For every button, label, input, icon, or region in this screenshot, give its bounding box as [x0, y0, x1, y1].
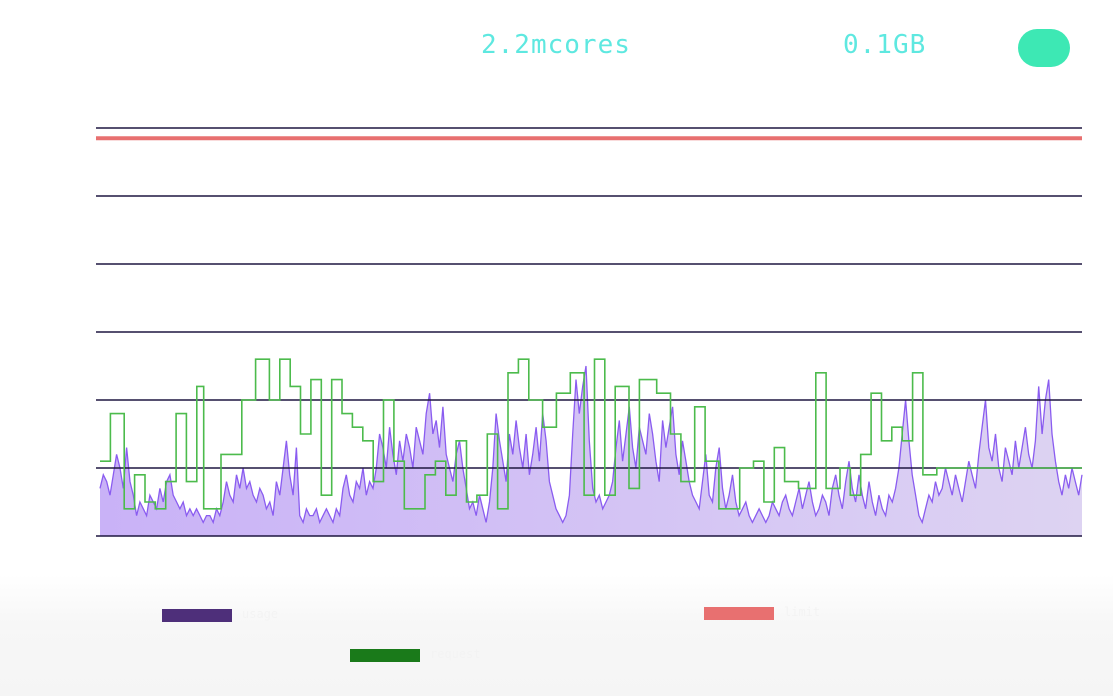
usage-area [100, 366, 1082, 536]
cpu-usage-value: 2.2mcores [481, 30, 631, 60]
resource-chart [0, 110, 1113, 560]
request-step-line [100, 358, 1082, 510]
usage-line [99, 365, 1083, 525]
legend-swatch-usage [162, 609, 232, 622]
legend-item-request[interactable]: request [350, 647, 481, 662]
legend-item-limit[interactable]: limit [704, 605, 820, 620]
memory-usage-value: 0.1GB [843, 30, 927, 60]
legend-swatch-limit [704, 607, 774, 620]
legend-swatch-request [350, 649, 420, 662]
status-pill[interactable] [1018, 29, 1070, 67]
header: 2.2mcores 0.1GB [0, 0, 1113, 100]
legend-label-usage: usage [242, 607, 279, 621]
legend-label-limit: limit [784, 605, 821, 619]
legend-label-request: request [430, 647, 481, 661]
chart-legend: usage limit request [0, 575, 1113, 696]
chart-canvas [96, 127, 1083, 537]
legend-item-usage[interactable]: usage [162, 607, 278, 622]
